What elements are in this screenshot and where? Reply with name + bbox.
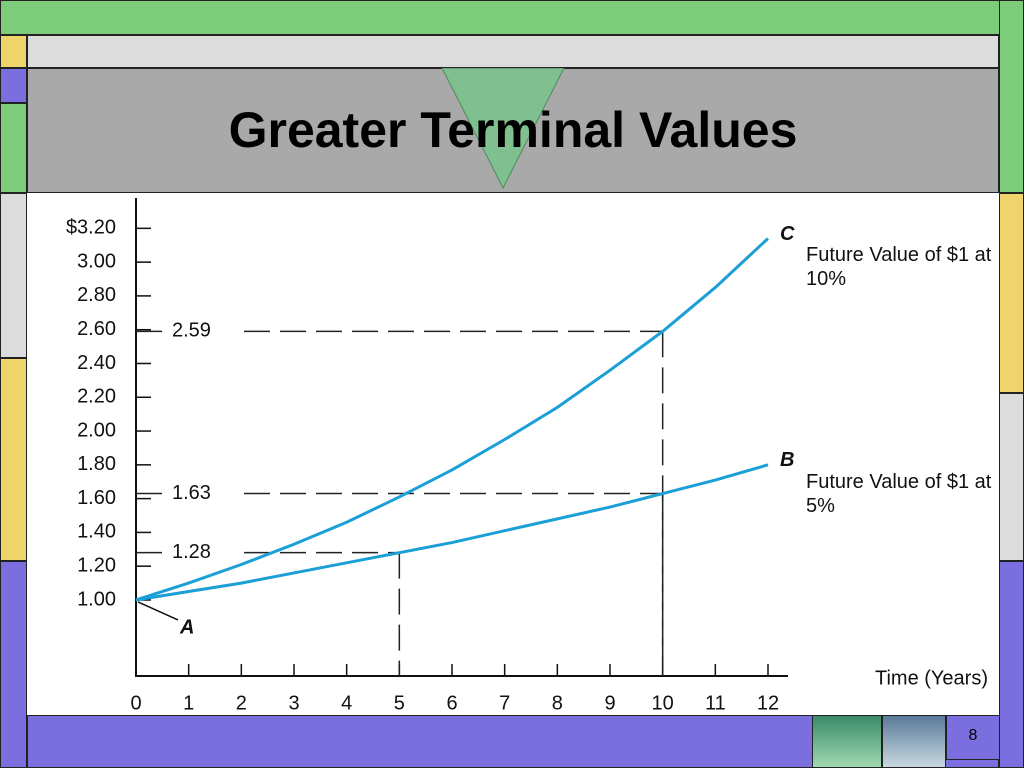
y-tick-label: 2.20 [77, 386, 116, 408]
y-tick-label: 1.20 [77, 554, 116, 576]
series-line [135, 237, 770, 602]
label-bg [166, 481, 236, 506]
decor [0, 561, 27, 768]
decor [0, 0, 1024, 35]
decor [0, 35, 27, 68]
x-tick-label: 12 [757, 692, 779, 714]
series-line [135, 463, 769, 602]
x-tick-label: 6 [446, 692, 457, 714]
y-tick-label: 2.60 [77, 318, 116, 340]
decor-image [812, 715, 882, 768]
decor-triangle [441, 68, 565, 190]
series-letter: C [780, 223, 795, 245]
x-tick-label: 0 [130, 692, 141, 714]
x-tick-label: 3 [288, 692, 299, 714]
reference-label: 2.59 [172, 320, 211, 342]
x-tick-label: 11 [705, 692, 726, 714]
y-tick-label: 2.00 [77, 419, 116, 441]
decor [999, 0, 1024, 193]
chart-area [35, 196, 998, 715]
reference-label: 1.28 [172, 541, 211, 563]
reference-label: 1.63 [172, 482, 211, 504]
slide-title: Greater Terminal Values [228, 102, 798, 158]
series-name: Future Value of $1 at 10% [806, 244, 992, 291]
decor-image [882, 715, 946, 768]
y-tick-label: $3.20 [66, 217, 116, 239]
x-tick-label: 7 [499, 692, 510, 714]
label-bg [166, 319, 236, 344]
number-box [946, 715, 1000, 760]
x-tick-label: 1 [183, 692, 194, 714]
x-tick-label: 4 [341, 692, 352, 714]
x-tick-label: 10 [652, 692, 674, 714]
y-tick-label: 3.00 [77, 250, 116, 272]
label-bg [166, 540, 236, 565]
origin-label: A [179, 616, 194, 638]
decor [0, 103, 27, 193]
origin-pointer [137, 601, 179, 621]
decor [0, 68, 27, 103]
slide-number: 8 [968, 727, 978, 744]
y-tick-label: 1.00 [77, 588, 116, 610]
y-tick-label: 2.40 [77, 352, 116, 374]
x-tick-label: 5 [394, 692, 405, 714]
decor [0, 193, 27, 358]
x-tick-label: 9 [604, 692, 615, 714]
x-axis-label: Time (Years) [875, 667, 988, 689]
y-tick-label: 2.80 [77, 284, 116, 306]
series-name: Future Value of $1 at 5% [806, 470, 992, 517]
y-tick-label: 1.40 [77, 521, 116, 543]
series-letter: B [780, 449, 794, 471]
decor [27, 35, 999, 68]
y-tick-label: 1.80 [77, 453, 116, 475]
y-tick-label: 1.60 [77, 487, 116, 509]
x-tick-label: 8 [552, 692, 563, 714]
decor [0, 358, 27, 561]
decor [999, 193, 1024, 393]
x-tick-label: 2 [236, 692, 247, 714]
